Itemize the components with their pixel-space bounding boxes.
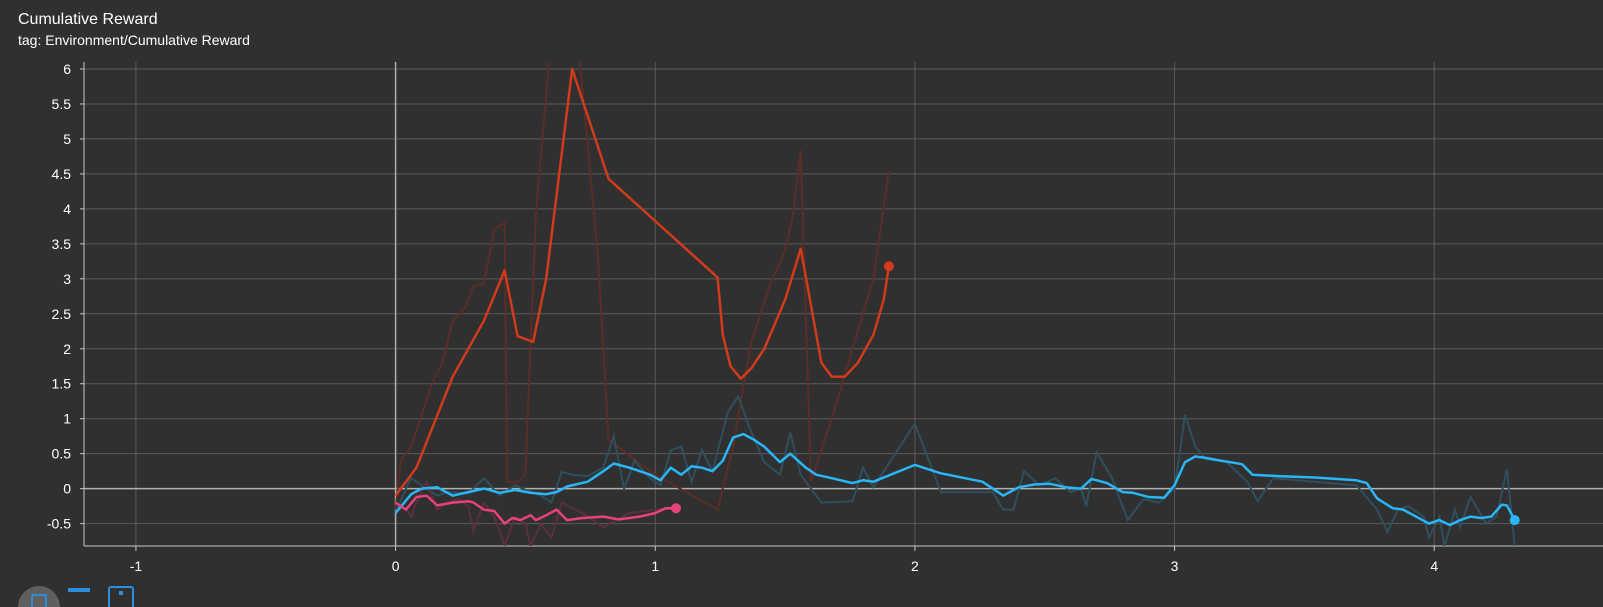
y-tick-label: 2 bbox=[63, 341, 71, 357]
chart-toolbar bbox=[18, 586, 178, 607]
y-tick-label: 3 bbox=[63, 271, 71, 287]
chart-tag: tag: Environment/Cumulative Reward bbox=[18, 32, 250, 48]
y-tick-label: 0 bbox=[63, 481, 71, 497]
x-tick-label: 1 bbox=[651, 558, 659, 574]
x-tick-label: 0 bbox=[392, 558, 400, 574]
series-0-smoothed-line bbox=[394, 67, 891, 497]
series-1-smoothed-line bbox=[394, 432, 1516, 527]
series-2-raw-line bbox=[395, 479, 677, 546]
fit-domain-icon bbox=[31, 594, 47, 607]
x-tick-label: 3 bbox=[1171, 558, 1179, 574]
series-2-smoothed-line bbox=[394, 494, 676, 525]
y-tick-label: 6 bbox=[63, 61, 71, 77]
y-tick-label: 0.5 bbox=[52, 446, 72, 462]
fit-domain-button[interactable] bbox=[18, 586, 60, 607]
y-tick-label: 5 bbox=[63, 131, 71, 147]
y-tick-label: 3.5 bbox=[52, 236, 72, 252]
zoom-box-icon[interactable] bbox=[108, 586, 134, 607]
y-tick-label: -0.5 bbox=[47, 516, 71, 532]
line-chart[interactable]: -0.5 0 0.5 1 1.5 2 2.5 3 3.5 4 4.5 5 5.5 6 -1 0 1 2 3 4 bbox=[0, 0, 1603, 590]
y-tick-label: 4 bbox=[63, 201, 71, 217]
toggle-log-scale-icon[interactable] bbox=[68, 588, 90, 592]
chart-title: Cumulative Reward bbox=[18, 11, 158, 28]
series-0-raw-line bbox=[394, 62, 890, 512]
card-header: Cumulative Reward tag: Environment/Cumul… bbox=[18, 10, 250, 49]
series-1-raw-line bbox=[394, 394, 1516, 546]
x-tick-label: 2 bbox=[911, 558, 919, 574]
y-tick-label: 1 bbox=[63, 411, 71, 427]
x-tick-label: 4 bbox=[1430, 558, 1438, 574]
series-2-end-point bbox=[671, 503, 682, 514]
y-tick-label: 4.5 bbox=[52, 166, 72, 182]
series-1-end-point bbox=[1509, 515, 1520, 526]
y-tick-label: 5.5 bbox=[52, 96, 72, 112]
y-tick-label: 1.5 bbox=[52, 376, 72, 392]
zoom-box-icon-dot bbox=[119, 591, 123, 595]
x-tick-label: -1 bbox=[130, 558, 143, 574]
series-0-end-point bbox=[883, 261, 894, 272]
y-tick-label: 2.5 bbox=[52, 306, 72, 322]
